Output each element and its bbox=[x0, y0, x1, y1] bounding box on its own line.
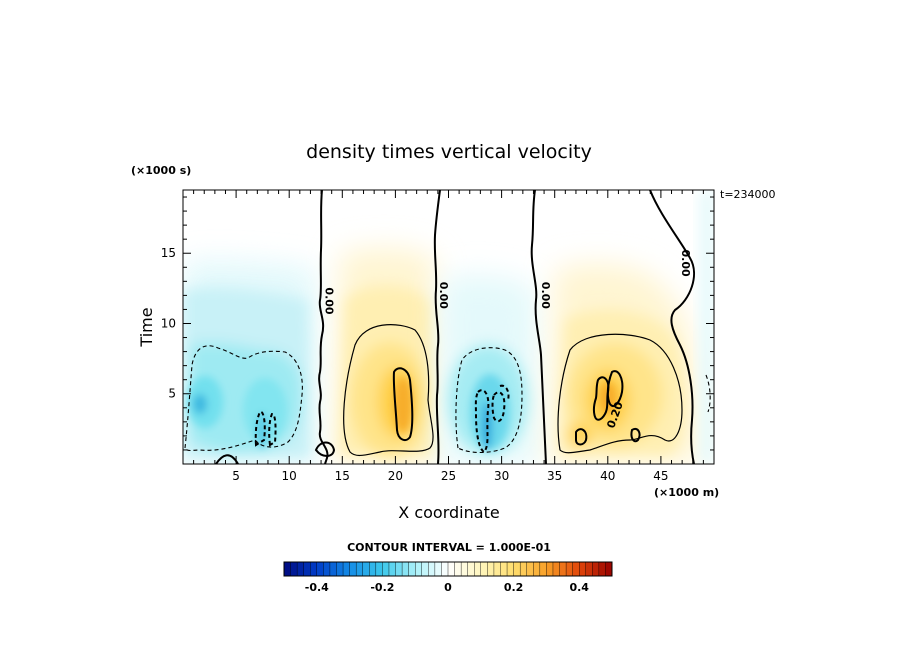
colorbar-cell bbox=[487, 561, 495, 577]
colorbar-tick-label: 0.2 bbox=[504, 581, 524, 594]
positive-contours bbox=[343, 324, 683, 457]
x-tick-label: 5 bbox=[232, 469, 240, 483]
colorbar-cell bbox=[539, 561, 547, 577]
negative-contours-strong bbox=[254, 384, 510, 454]
colorbar-cell bbox=[447, 561, 456, 577]
negative-contours bbox=[184, 345, 711, 454]
colorbar-cell bbox=[585, 561, 593, 577]
colorbar-cell bbox=[441, 561, 449, 577]
contour-label: 0.00 bbox=[437, 282, 450, 309]
colorbar-cell bbox=[513, 561, 521, 577]
colorbar-cell bbox=[349, 561, 357, 577]
colorbar-cell bbox=[454, 561, 462, 577]
x-tick-label: 15 bbox=[335, 469, 350, 483]
colorbar-cell bbox=[303, 561, 311, 577]
x-tick-label: 45 bbox=[653, 469, 668, 483]
colorbar-cell bbox=[342, 561, 351, 577]
colorbar-cell bbox=[500, 561, 508, 577]
zero-contours bbox=[215, 190, 695, 464]
colorbar-cell bbox=[395, 561, 403, 577]
colorbar-cell bbox=[467, 561, 475, 577]
colorbar-cell bbox=[290, 561, 298, 577]
colorbar-cell bbox=[565, 561, 574, 577]
colorbar-cell bbox=[592, 561, 600, 577]
contour-label: 0.00 bbox=[679, 249, 692, 276]
colorbar-cell bbox=[382, 561, 390, 577]
colorbar-cell bbox=[329, 561, 337, 577]
colorbar-cell bbox=[506, 561, 515, 577]
colorbar-cell bbox=[316, 561, 324, 577]
y-unit-label: (×1000 s) bbox=[131, 164, 191, 177]
colorbar-cell bbox=[401, 561, 410, 577]
colorbar-cell bbox=[572, 561, 580, 577]
colorbar-tick-label: 0 bbox=[444, 581, 452, 594]
colorbar-cell bbox=[336, 561, 344, 577]
colorbar-cell bbox=[460, 561, 469, 577]
x-tick-label: 35 bbox=[547, 469, 562, 483]
contour-interval-label: CONTOUR INTERVAL = 1.000E-01 bbox=[347, 541, 551, 554]
colorbar-cell bbox=[533, 561, 541, 577]
colorbar-cell bbox=[493, 561, 501, 577]
colorbar-cell bbox=[559, 561, 567, 577]
colorbar-cell bbox=[434, 561, 442, 577]
colorbar-cell bbox=[415, 561, 423, 577]
colorbar-cell bbox=[283, 561, 292, 577]
colorbar-cell bbox=[369, 561, 377, 577]
heatmap-field: 0.00 0.00 0.000.000.20 bbox=[183, 190, 714, 464]
colorbar-labels: -0.4 -0.2 0 0.2 0.4 bbox=[305, 581, 590, 594]
colorbar-cell bbox=[552, 561, 561, 577]
chart-title: density times vertical velocity bbox=[306, 141, 592, 163]
colorbar-tick-label: -0.2 bbox=[370, 581, 394, 594]
colorbar-cell bbox=[474, 561, 482, 577]
x-axis-label: X coordinate bbox=[398, 503, 499, 522]
colorbar-cell bbox=[355, 561, 364, 577]
y-axis-label: Time bbox=[137, 307, 156, 347]
colorbar-cell bbox=[546, 561, 554, 577]
contours-0-2 bbox=[392, 367, 641, 446]
x-tick-label: 10 bbox=[282, 469, 297, 483]
timestamp-label: t=234000 bbox=[720, 188, 776, 201]
y-tick-label: 5 bbox=[168, 387, 176, 401]
colorbar-cell bbox=[421, 561, 429, 577]
colorbar-cell bbox=[519, 561, 528, 577]
y-tick-label: 10 bbox=[161, 316, 176, 330]
colorbar-frame bbox=[283, 561, 613, 577]
colorbar-cell bbox=[579, 561, 587, 577]
colorbar-cell bbox=[428, 561, 436, 577]
x-tick-label: 25 bbox=[441, 469, 456, 483]
colorbar-cell bbox=[408, 561, 416, 577]
x-unit-label: (×1000 m) bbox=[654, 486, 719, 499]
colorbar-cell bbox=[598, 561, 606, 577]
colorbar-cell bbox=[480, 561, 488, 577]
x-tick-label: 40 bbox=[600, 469, 615, 483]
colorbar-cell bbox=[323, 561, 331, 577]
colorbar-cell bbox=[375, 561, 383, 577]
colorbar-cell bbox=[526, 561, 534, 577]
colorbar-cell bbox=[310, 561, 318, 577]
x-tick-label: 20 bbox=[388, 469, 403, 483]
colorbar-cell bbox=[362, 561, 370, 577]
colorbar-tick-label: -0.4 bbox=[305, 581, 329, 594]
axis-ticks bbox=[183, 190, 714, 464]
colorbar bbox=[283, 561, 613, 577]
y-tick-label: 15 bbox=[161, 246, 176, 260]
colorbar-cell bbox=[388, 561, 397, 577]
x-tick-label: 30 bbox=[494, 469, 509, 483]
contour-label: 0.00 bbox=[539, 282, 552, 309]
y-tick-labels: 5 10 15 bbox=[161, 246, 176, 401]
colorbar-cell bbox=[605, 561, 613, 577]
colorbar-cell bbox=[296, 561, 305, 577]
contour-label: 0.00 bbox=[322, 287, 335, 314]
colorbar-tick-label: 0.4 bbox=[569, 581, 589, 594]
x-tick-labels: 5 10 15 20 25 30 35 40 45 bbox=[232, 469, 668, 483]
